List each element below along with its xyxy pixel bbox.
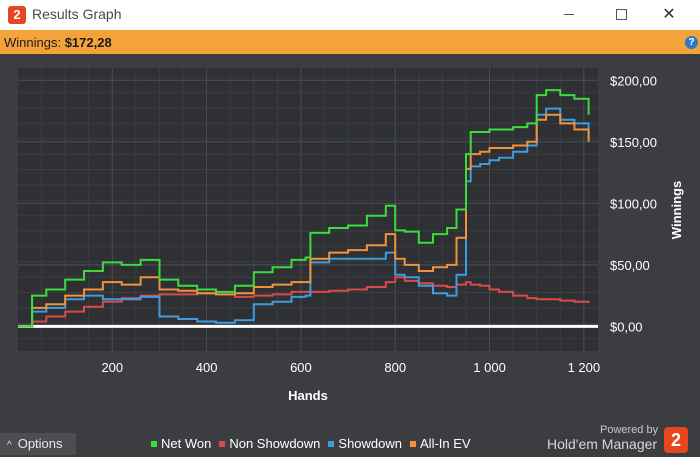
winnings-summary: Winnings: $172,28: [4, 35, 112, 50]
winnings-bar: Winnings: $172,28 ?: [0, 30, 700, 54]
chart-legend: Net Won Non Showdown Showdown All-In EV: [151, 436, 479, 451]
series-line-all-in-ev: [18, 113, 590, 328]
series-line-non-showdown: [18, 276, 590, 328]
legend-swatch: [219, 441, 226, 447]
legend-swatch: [410, 441, 417, 447]
series-line-net-won: [18, 89, 590, 328]
options-label: Options: [17, 436, 63, 451]
y-tick-label: $50,00: [610, 258, 650, 273]
x-tick-label: 1 000: [473, 360, 506, 375]
legend-item[interactable]: Showdown: [328, 436, 402, 451]
maximize-icon[interactable]: [598, 0, 644, 30]
results-chart: 200 400 600 800 1 000 1 200 $0,00 $50,00 $100,00…: [18, 68, 684, 403]
brand-name: Hold'em Manager: [547, 436, 658, 452]
x-tick-label: 200: [101, 360, 123, 375]
hem-logo-icon: 2: [664, 427, 688, 453]
x-axis-label: Hands: [288, 388, 328, 403]
winnings-value: $172,28: [64, 35, 112, 50]
window-title: Results Graph: [32, 6, 122, 22]
x-tick-label: 1 200: [568, 360, 601, 375]
title-bar: 2 Results Graph ✕: [0, 0, 700, 30]
legend-swatch: [151, 441, 157, 447]
help-icon[interactable]: ?: [685, 36, 698, 49]
legend-item[interactable]: Non Showdown: [219, 436, 320, 451]
legend-label: Net Won: [161, 436, 212, 451]
chevron-up-icon: ^: [7, 440, 12, 451]
y-tick-label: $200,00: [610, 73, 657, 88]
minimize-icon[interactable]: [546, 0, 592, 30]
x-tick-label: 600: [290, 360, 312, 375]
winnings-label: Winnings:: [4, 35, 62, 50]
legend-label: Showdown: [338, 436, 403, 451]
options-button[interactable]: ^ Options: [0, 433, 76, 455]
y-tick-label: $0,00: [610, 319, 643, 334]
plot-area: [18, 68, 598, 351]
series-line-showdown: [18, 107, 590, 328]
legend-item[interactable]: Net Won: [151, 436, 211, 451]
powered-by-text: Powered by: [600, 424, 659, 436]
legend-label: All-In EV: [420, 436, 471, 451]
legend-swatch: [328, 441, 335, 447]
y-tick-label: $100,00: [610, 196, 657, 211]
y-tick-label: $150,00: [610, 135, 657, 150]
y-axis-label: Winnings: [669, 181, 684, 239]
x-tick-label: 400: [196, 360, 218, 375]
legend-label: Non Showdown: [229, 436, 321, 451]
app-logo-icon: 2: [8, 6, 26, 24]
legend-item[interactable]: All-In EV: [410, 436, 471, 451]
close-icon[interactable]: ✕: [662, 6, 676, 23]
x-tick-label: 800: [384, 360, 406, 375]
